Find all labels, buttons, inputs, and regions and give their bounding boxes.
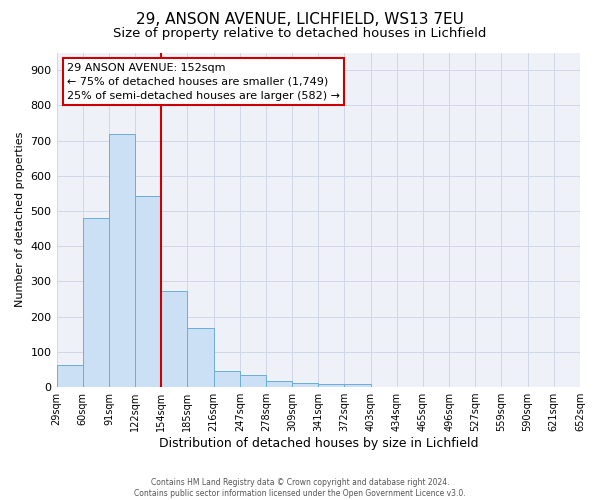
Bar <box>187 328 214 387</box>
Bar <box>318 384 344 387</box>
Bar <box>109 134 135 387</box>
Y-axis label: Number of detached properties: Number of detached properties <box>15 132 25 308</box>
Bar <box>240 375 266 387</box>
Text: 29 ANSON AVENUE: 152sqm
← 75% of detached houses are smaller (1,749)
25% of semi: 29 ANSON AVENUE: 152sqm ← 75% of detache… <box>67 62 340 100</box>
Bar <box>56 365 83 387</box>
Bar <box>344 384 371 387</box>
Bar <box>292 382 318 387</box>
X-axis label: Distribution of detached houses by size in Lichfield: Distribution of detached houses by size … <box>158 437 478 450</box>
Bar <box>161 292 187 387</box>
Text: Contains HM Land Registry data © Crown copyright and database right 2024.
Contai: Contains HM Land Registry data © Crown c… <box>134 478 466 498</box>
Text: 29, ANSON AVENUE, LICHFIELD, WS13 7EU: 29, ANSON AVENUE, LICHFIELD, WS13 7EU <box>136 12 464 28</box>
Text: Size of property relative to detached houses in Lichfield: Size of property relative to detached ho… <box>113 28 487 40</box>
Bar <box>135 196 161 387</box>
Bar <box>83 218 109 387</box>
Bar <box>266 381 292 387</box>
Bar <box>214 370 240 387</box>
